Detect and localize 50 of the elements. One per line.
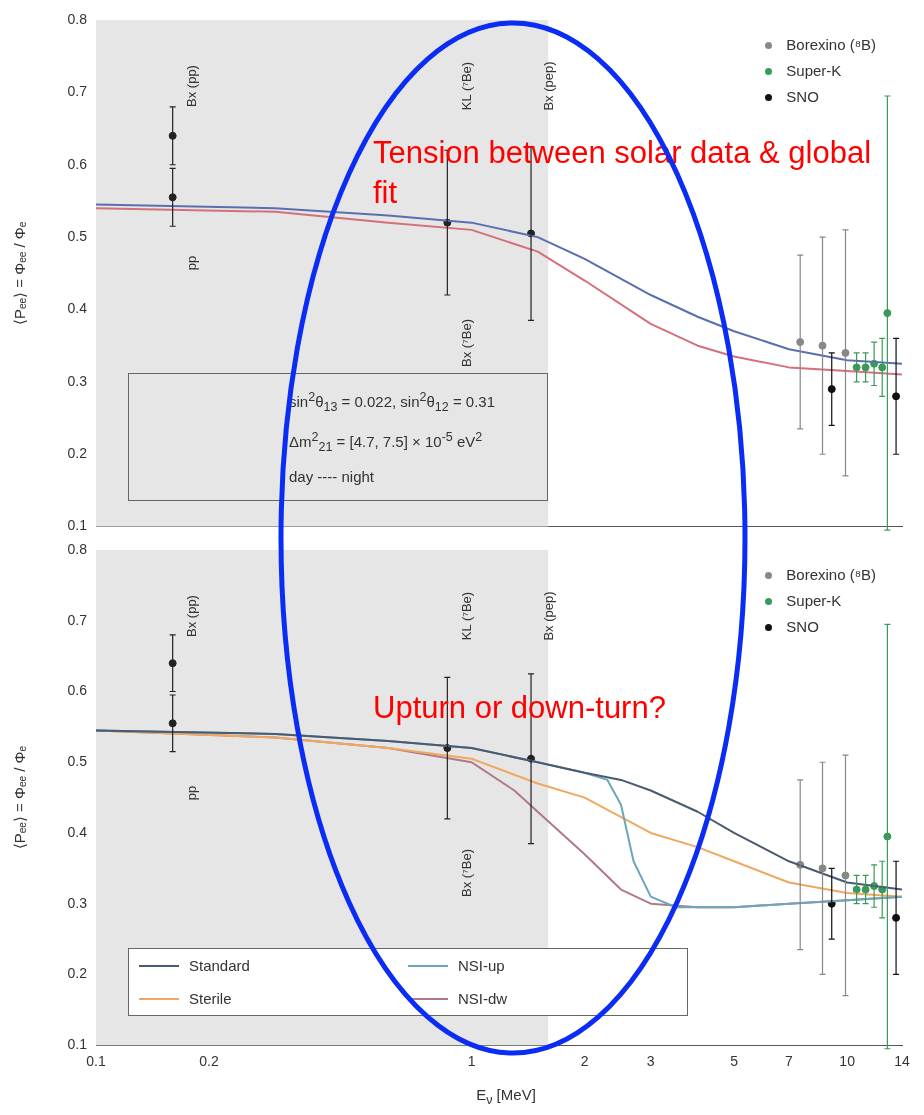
annotation: KL (⁷Be) [458,591,474,641]
y-tick-label: 0.8 [67,540,88,557]
legend-label: SNO [786,617,819,637]
legend-label: Super-K [786,591,842,611]
legend-label: Sterile [189,990,232,1007]
x-tick-label: 3 [646,1053,655,1070]
legend-label: SNO [786,87,819,107]
x-tick-label: 0.2 [199,1053,219,1070]
y-tick-label: 0.5 [67,753,88,770]
annotation: day ---- night [289,467,376,487]
annotation: Bx (pep) [540,61,556,111]
y-tick-label: 0.2 [67,445,88,462]
y-tick-label: 0.5 [67,227,88,244]
x-axis-title: E$_{ν}$ [MeV] [475,1086,537,1107]
x-tick-label: 1 [467,1053,476,1070]
annotation: pp [183,785,199,801]
legend-label: NSI-up [458,957,505,974]
y-tick-label: 0.7 [67,83,88,100]
legend-label: Super-K [786,61,842,81]
x-tick-label: 0.1 [86,1053,106,1070]
legend-label: NSI-dw [458,990,508,1007]
legend-label: Borexino (⁸B) [786,565,876,585]
y-axis-title: ⟨Pₑₑ⟩ = Φₑₑ / Φₑ [11,745,29,850]
y-tick-label: 0.2 [67,965,88,982]
legend-label: Borexino (⁸B) [786,35,876,55]
y-tick-label: 0.8 [67,10,88,27]
y-tick-label: 0.1 [67,517,88,534]
annotation: Bx (⁷Be) [458,848,474,898]
y-tick-label: 0.3 [67,894,88,911]
legend-label: Standard [189,957,250,974]
y-tick-label: 0.6 [67,682,88,699]
y-tick-label: 0.4 [67,823,88,840]
y-tick-label: 0.1 [67,1036,88,1053]
annotation: Δm$^{2}$$_{21}$ = [4.7, 7.5] × 10$^{-5}$ eV$^{2}$ [289,429,484,456]
y-tick-label: 0.4 [67,300,88,317]
x-tick-label: 10 [839,1053,856,1070]
x-tick-label: 7 [785,1053,794,1070]
y-tick-label: 0.7 [67,611,88,628]
y-tick-label: 0.6 [67,155,88,172]
y-tick-label: 0.3 [67,372,88,389]
annotation: Bx (⁷Be) [458,318,474,368]
annotation: Bx (pp) [183,595,199,637]
x-tick-label: 5 [730,1053,739,1070]
y-axis-title: ⟨Pₑₑ⟩ = Φₑₑ / Φₑ [11,221,29,325]
x-tick-label: 2 [580,1053,589,1070]
annotation: Bx (pep) [540,591,556,641]
annotation: Bx (pp) [183,65,199,107]
annotation: KL (⁷Be) [458,61,474,111]
annotation: pp [183,255,199,271]
x-tick-label: 14 [894,1053,910,1070]
